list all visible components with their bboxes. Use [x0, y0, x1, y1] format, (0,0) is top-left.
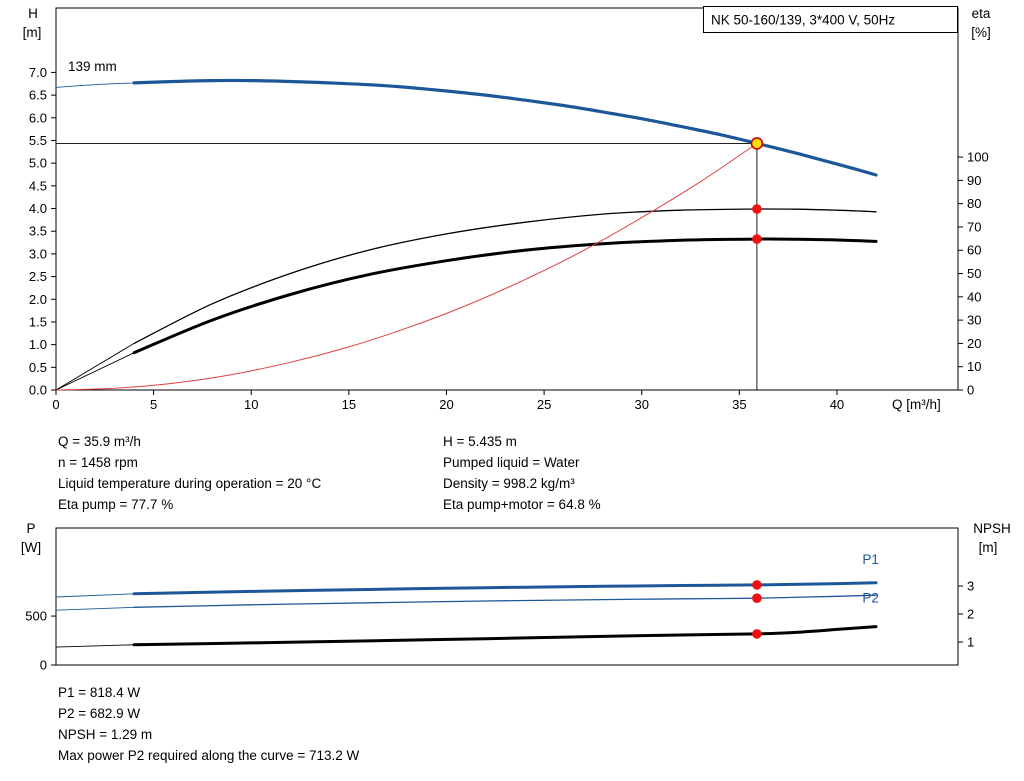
y-right-tick-label: 10 — [967, 359, 981, 374]
x-tick-label: 40 — [830, 397, 844, 412]
reading-dot — [752, 204, 762, 214]
system-curve — [55, 142, 758, 391]
eta-axis-unit: [%] — [971, 25, 991, 40]
eta-axis-title: eta — [972, 6, 991, 21]
y-left-tick-label: 4.0 — [29, 201, 47, 216]
y-left-tick-label: 500 — [25, 609, 47, 624]
y-left-tick-label: 5.0 — [29, 156, 47, 171]
info-pumped-liquid: Pumped liquid = Water — [443, 455, 580, 470]
y-left-tick-label: 0 — [40, 658, 47, 673]
head-curve-139mm — [132, 78, 878, 177]
y-right-tick-label: 2 — [967, 607, 974, 622]
y-left-tick-label: 2.0 — [29, 292, 47, 307]
operating-point[interactable] — [750, 137, 764, 150]
curve-label-p2: P2 — [862, 590, 879, 605]
info-npsh: NPSH = 1.29 m — [58, 727, 153, 742]
y-right-tick-label: 1 — [967, 635, 974, 650]
reading-dot — [752, 580, 762, 590]
npsh-axis-title: NPSH — [973, 521, 1011, 536]
curve-label-p1: P1 — [862, 552, 879, 567]
npsh-curve-lead-in — [55, 644, 135, 648]
h-axis-title: H — [28, 6, 38, 21]
p2-power-curve-lead-in — [55, 606, 135, 611]
eta-pump-curve-lead-in — [55, 343, 135, 391]
y-right-tick-label: 90 — [967, 173, 981, 188]
x-tick-label: 30 — [634, 397, 648, 412]
info-density: Density = 998.2 kg/m³ — [443, 476, 575, 491]
duty-info-left-column: Q = 35.9 m³/h n = 1458 rpm Liquid temper… — [58, 431, 321, 515]
y-right-tick-label: 50 — [967, 266, 981, 281]
info-p1: P1 = 818.4 W — [58, 685, 141, 700]
x-tick-label: 10 — [244, 397, 258, 412]
reading-dot — [752, 593, 762, 603]
info-speed: n = 1458 rpm — [58, 455, 138, 470]
head-curve-139mm-lead-in — [55, 82, 135, 88]
y-right-tick-label: 70 — [967, 219, 981, 234]
y-left-tick-label: 6.0 — [29, 110, 47, 125]
p-axis-title: P — [26, 521, 35, 536]
eta-pump-motor-curve-lead-in — [55, 352, 135, 391]
impeller-diameter-label: 139 mm — [68, 59, 117, 74]
y-left-tick-label: 3.5 — [29, 224, 47, 239]
q-axis-title: Q [m³/h] — [892, 397, 941, 412]
y-left-tick-label: 0.5 — [29, 360, 47, 375]
p2-power-curve — [133, 594, 877, 608]
y-left-tick-label: 0.0 — [29, 383, 47, 398]
reading-dot — [752, 234, 762, 244]
duty-info-right-column: H = 5.435 m Pumped liquid = Water Densit… — [443, 431, 601, 515]
eta-pump-motor-curve — [132, 237, 878, 355]
info-flow: Q = 35.9 m³/h — [58, 434, 141, 449]
p-axis-unit: [W] — [21, 540, 41, 555]
h-axis-unit: [m] — [23, 25, 42, 40]
x-tick-label: 20 — [439, 397, 453, 412]
y-right-tick-label: 60 — [967, 243, 981, 258]
info-liquid-temperature: Liquid temperature during operation = 20… — [58, 476, 322, 491]
y-left-tick-label: 6.5 — [29, 88, 47, 103]
y-left-tick-label: 7.0 — [29, 65, 47, 80]
x-tick-label: 5 — [150, 397, 157, 412]
eta-pump-curve — [133, 208, 877, 345]
info-max-p2: Max power P2 required along the curve = … — [58, 748, 360, 763]
y-right-tick-label: 40 — [967, 289, 981, 304]
y-left-tick-label: 2.5 — [29, 269, 47, 284]
x-tick-label: 15 — [342, 397, 356, 412]
y-left-tick-label: 5.5 — [29, 133, 47, 148]
npsh-curve — [132, 625, 878, 647]
y-right-tick-label: 30 — [967, 313, 981, 328]
y-right-tick-label: 20 — [967, 336, 981, 351]
y-right-tick-label: 0 — [967, 383, 974, 398]
pump-title: NK 50-160/139, 3*400 V, 50Hz — [711, 13, 895, 28]
reading-dot — [752, 629, 762, 639]
npsh-axis-unit: [m] — [979, 540, 998, 555]
y-left-tick-label: 1.0 — [29, 337, 47, 352]
y-left-tick-label: 4.5 — [29, 178, 47, 193]
info-eta-pump-motor: Eta pump+motor = 64.8 % — [443, 497, 601, 512]
plot-frame — [55, 7, 959, 391]
y-right-tick-label: 3 — [967, 578, 974, 593]
y-right-tick-label: 80 — [967, 196, 981, 211]
hq-eta-chart: 0 5 10 15 20 25 30 35 40 0.0 0.5 1.0 1.5 2.0 2.5 3.0 3.5… — [23, 6, 991, 412]
power-npsh-chart: 0 500 1 2 3 P1 P2 P [W] NPSH [m] — [21, 521, 1011, 673]
info-head: H = 5.435 m — [443, 434, 517, 449]
y-right-tick-label: 100 — [967, 150, 989, 165]
y-left-tick-label: 3.0 — [29, 246, 47, 261]
info-eta-pump: Eta pump = 77.7 % — [58, 497, 174, 512]
plot-frame — [55, 527, 959, 666]
x-tick-label: 35 — [732, 397, 746, 412]
p1-power-curve-lead-in — [55, 593, 135, 598]
p1-power-curve — [132, 581, 878, 596]
power-info-block: P1 = 818.4 W P2 = 682.9 W NPSH = 1.29 m … — [58, 682, 359, 766]
info-p2: P2 = 682.9 W — [58, 706, 141, 721]
x-tick-label: 0 — [52, 397, 59, 412]
y-left-tick-label: 1.5 — [29, 314, 47, 329]
pump-title-box — [703, 6, 958, 33]
x-tick-label: 25 — [537, 397, 551, 412]
